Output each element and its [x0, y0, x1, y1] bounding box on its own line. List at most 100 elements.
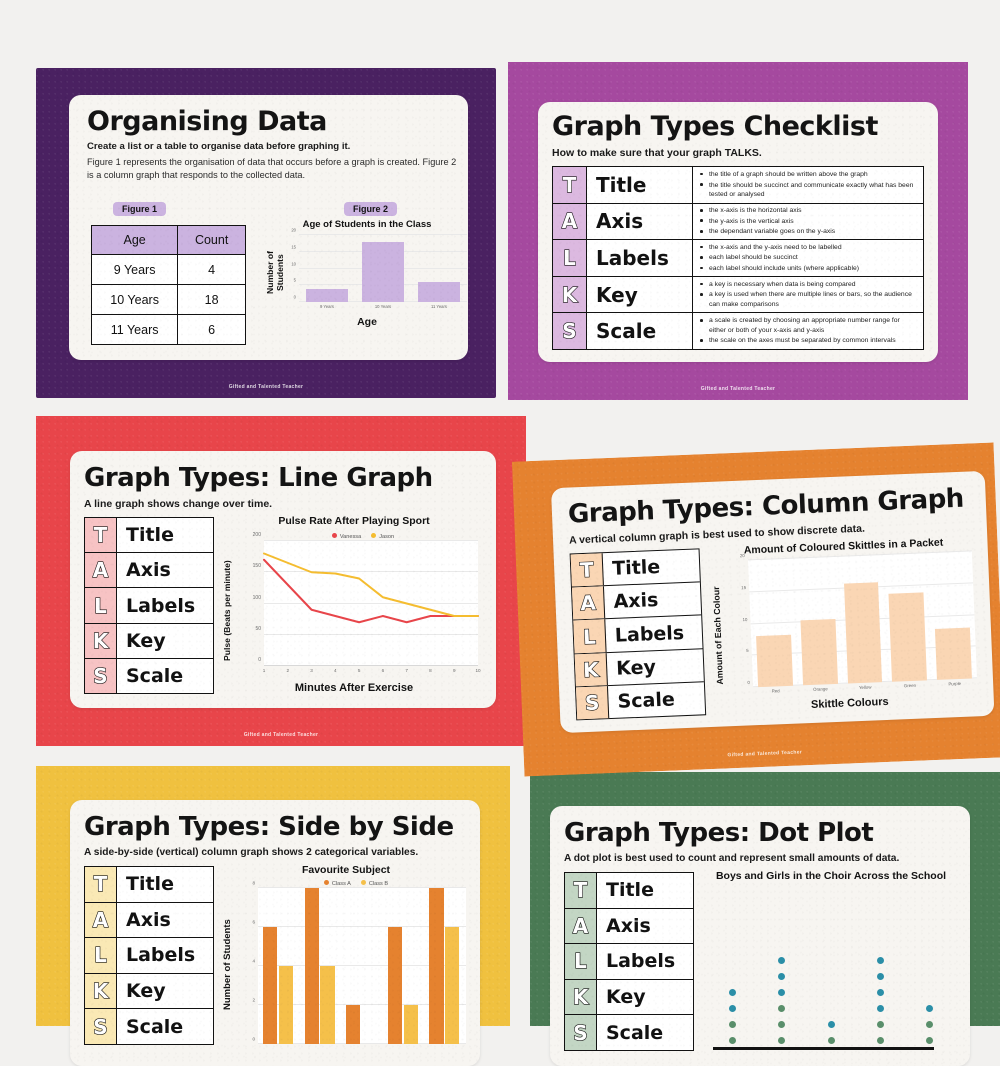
chart-legend: Vanessa Jason: [240, 533, 486, 540]
dot-marker-girls: [876, 1021, 884, 1028]
talks-letter-t: T: [570, 553, 604, 587]
talks-letter-s: S: [575, 685, 610, 720]
chart-pulse-rate: Pulse Rate After Playing Sport Pulse (Be…: [222, 515, 486, 694]
legend-swatch: [331, 533, 337, 538]
x-axis-tick: 3: [310, 668, 313, 673]
bar: [306, 288, 348, 302]
dot-marker-boys: [876, 1005, 884, 1012]
chart-age-of-students: Age of Students in the Class Number of S…: [265, 219, 467, 328]
y-axis-tick: 0: [258, 657, 261, 663]
gridline: [264, 633, 478, 635]
y-axis-tick: 2: [252, 997, 255, 1003]
chart-choir-dot-plot: Boys and Girls in the Choir Across the S…: [702, 870, 960, 1050]
y-axis-tick: 0: [747, 679, 751, 686]
talks-row-key: K Key a key is necessary when data is be…: [553, 276, 923, 314]
talks-word-labels: Labels: [126, 944, 196, 967]
chart-x-axis-label: Minutes After Exercise: [294, 682, 414, 694]
chart-y-axis-label: Number of Students: [222, 919, 233, 1011]
talks-row: T Title: [85, 518, 213, 554]
dot-marker-boys: [827, 1021, 835, 1028]
talks-letter-s: S: [553, 313, 587, 349]
poster-subtitle: Create a list or a table to organise dat…: [87, 141, 351, 152]
bullet: each label should include units (where a…: [699, 264, 860, 272]
y-axis-tick: 6: [252, 919, 255, 925]
talks-word-axis: Axis: [606, 914, 651, 937]
talks-letter-k: K: [574, 652, 608, 687]
bar: [403, 1005, 418, 1044]
bar: [346, 1005, 361, 1044]
line-series: [264, 560, 478, 623]
x-axis-tick: 4: [334, 668, 337, 673]
y-axis-tick: 100: [252, 594, 261, 601]
chart-skittles: Amount of Coloured Skittles in a Packet …: [709, 535, 984, 715]
figure-1-tag: Figure 1: [113, 199, 167, 217]
x-axis-tick: Purple: [948, 680, 962, 687]
page-title: Graph Types: Column Graph: [567, 483, 965, 530]
dot-marker-boys: [876, 957, 884, 964]
talks-word-scale: Scale: [596, 319, 657, 344]
talks-letter-t: T: [553, 167, 587, 203]
y-axis-tick: 50: [255, 625, 261, 632]
legend-entry-jason: Jason: [371, 533, 394, 540]
talks-row: L Labels: [565, 944, 693, 980]
brand-footer: Gifted and Talented Teacher: [228, 384, 304, 390]
talks-word-labels: Labels: [606, 950, 676, 973]
talks-letter-a: A: [85, 902, 117, 938]
chart-legend: Class A Class B: [242, 880, 470, 887]
page-title: Graph Types: Dot Plot: [564, 818, 874, 848]
poster-line-graph[interactable]: Graph Types: Line Graph A line graph sho…: [36, 416, 526, 746]
line-series-group: [264, 541, 478, 666]
x-axis-tick: 1: [262, 668, 266, 673]
talks-word-scale: Scale: [606, 1021, 664, 1044]
x-axis-tick: 5: [357, 668, 361, 673]
cell-age: 10 Years: [90, 284, 179, 315]
talks-row-labels: L Labels the x-axis and the y-axis need …: [553, 240, 923, 277]
talks-desc-labels: the x-axis and the y-axis need to be lab…: [692, 240, 923, 276]
chart-plot-area: 0 50 100 150 200 1 2 3 4 5 6 7 8 9 10: [253, 532, 481, 673]
talks-word-key: Key: [126, 980, 166, 1003]
talks-row: T Title: [85, 867, 213, 903]
y-axis-tick: 5: [746, 648, 749, 654]
talks-desc-scale: a scale is created by choosing an approp…: [692, 313, 923, 349]
bullet: the scale on the axes must be separated …: [700, 336, 917, 346]
bar: [800, 618, 838, 686]
talks-row: K Key: [574, 648, 704, 688]
chart-plot-area: 0 5 10 15 20 Red Orange Yellow Green Purple: [740, 550, 977, 694]
talks-table: T Title A Axis L Labels K Key S Scale: [84, 517, 214, 694]
talks-word-title: Title: [126, 524, 174, 547]
talks-letter-l: L: [553, 240, 587, 276]
chart-x-axis-label: Skittle Colours: [810, 695, 889, 711]
table-header-age: Age: [90, 225, 179, 255]
table-row: 10 Years 18: [90, 284, 246, 315]
dot-marker-girls: [778, 1037, 786, 1044]
talks-row: L Labels: [85, 938, 213, 974]
poster-side-by-side[interactable]: Graph Types: Side by Side A side-by-side…: [36, 766, 510, 1066]
figure-2-tag: Figure 2: [344, 199, 398, 217]
chart-x-axis-label: Age: [357, 316, 377, 328]
cell-count: 4: [177, 254, 246, 285]
x-axis-tick: Green: [903, 682, 917, 689]
talks-row: K Key: [85, 973, 213, 1010]
talks-word-title: Title: [611, 556, 661, 580]
talks-letter-l: L: [85, 588, 117, 623]
x-axis-line: [264, 665, 478, 666]
poster-subtitle: A line graph shows change over time.: [84, 498, 273, 510]
chart-y-axis-label: Pulse (Beats per minute): [222, 560, 232, 662]
table-row: 11 Years 6: [90, 314, 246, 345]
talks-table: T Title A Axis L Labels K Key S Scale: [564, 872, 694, 1051]
poster-organising-data[interactable]: Organising Data Create a list or a table…: [36, 68, 496, 398]
talks-row: S Scale: [85, 1009, 213, 1044]
talks-letter-s: S: [85, 1009, 117, 1044]
poster-graph-types-checklist[interactable]: Graph Types Checklist How to make sure t…: [508, 62, 968, 400]
talks-letter-k: K: [553, 276, 587, 313]
bullet: a scale is created by choosing an approp…: [700, 316, 917, 335]
poster-subtitle: A dot plot is best used to count and rep…: [564, 853, 900, 864]
x-axis-tick: Orange: [813, 686, 828, 692]
gridline: [258, 887, 466, 888]
talks-letter-s: S: [85, 658, 117, 694]
y-axis-tick: 4: [252, 958, 255, 964]
dot-marker-girls: [925, 1021, 933, 1028]
talks-word-labels: Labels: [596, 245, 669, 270]
poster-column-graph[interactable]: Graph Types: Column Graph A vertical col…: [511, 442, 1000, 777]
poster-dot-plot[interactable]: Graph Types: Dot Plot A dot plot is best…: [530, 772, 1000, 1066]
